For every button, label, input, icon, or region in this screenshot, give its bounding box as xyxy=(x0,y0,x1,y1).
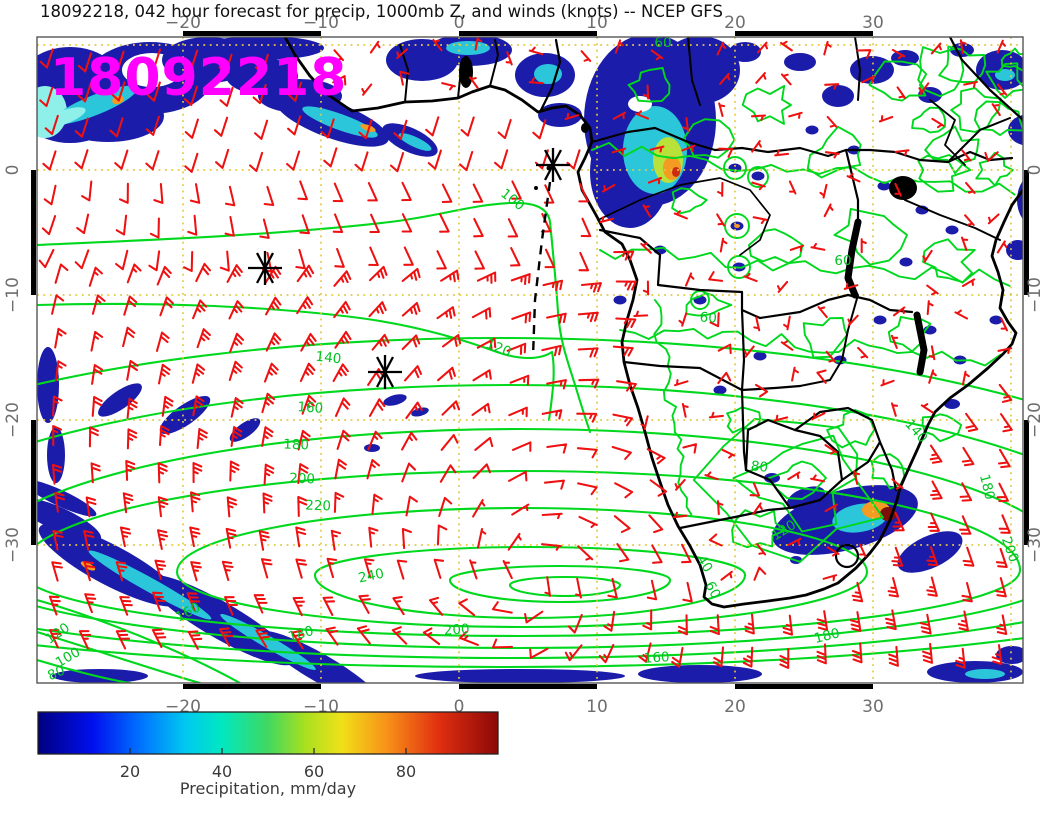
asterisk-marker xyxy=(368,355,402,389)
contour-label: 60 xyxy=(701,579,723,602)
contour-label: 220 xyxy=(305,498,331,515)
lat-tick-right: 0 xyxy=(1025,165,1045,176)
lat-tick-left: −30 xyxy=(3,527,23,563)
contour-label: 200 xyxy=(443,621,470,639)
contour-label: 200 xyxy=(998,535,1022,565)
contour-label: 160 xyxy=(297,399,324,417)
asterisk-marker xyxy=(248,251,282,285)
lat-tick-left: 0 xyxy=(3,165,23,176)
contour-labels-layer: 100 120 140 160 180 200 220 240 200 160 180 180 200 1… xyxy=(43,35,1022,685)
figure-title: 18092218, 042 hour forecast for precip, … xyxy=(40,2,723,21)
contour-label: 120 xyxy=(484,336,514,360)
lon-tick-bottom: 30 xyxy=(862,697,884,717)
contour-label: 40 xyxy=(693,552,716,575)
contour-label: 240 xyxy=(357,566,386,587)
contour-label: 180 xyxy=(283,437,309,454)
contour-label: 60 xyxy=(699,309,717,326)
markers-layer xyxy=(248,148,570,389)
lon-tick-bottom: 10 xyxy=(586,697,608,717)
colorbar: Precipitation, mm/day 20 40 60 80 xyxy=(37,711,499,798)
wind-barbs-layer xyxy=(38,37,1013,669)
latlon-gridlines xyxy=(37,37,1023,683)
contour-label: 200 xyxy=(289,471,315,488)
lat-tick-left: −20 xyxy=(3,402,23,438)
contour-label: 140 xyxy=(901,416,930,446)
contour-label: 60 xyxy=(834,253,851,269)
lon-tick-top: 30 xyxy=(862,13,884,33)
colorbar-tick-label: 80 xyxy=(396,762,416,781)
contour-label: 180 xyxy=(976,473,998,502)
contour-label: 160 xyxy=(643,649,670,667)
lat-tick-right: −20 xyxy=(1025,402,1045,438)
colorbar-tick-label: 40 xyxy=(212,762,232,781)
asterisk-marker xyxy=(536,148,570,182)
colorbar-gradient xyxy=(37,711,499,755)
contour-label: 140 xyxy=(315,349,342,368)
lat-tick-right: −30 xyxy=(1025,527,1045,563)
lon-tick-top: −20 xyxy=(165,13,201,33)
dashed-track xyxy=(531,181,552,358)
contour-label: 80 xyxy=(750,458,769,476)
contour-label: 80 xyxy=(45,663,67,685)
lat-tick-left: −10 xyxy=(3,277,23,313)
colorbar-caption: Precipitation, mm/day xyxy=(180,779,356,798)
colorbar-tick-label: 60 xyxy=(304,762,324,781)
lon-tick-bottom: 0 xyxy=(454,697,465,717)
lon-tick-top: 10 xyxy=(586,13,608,33)
contour-label: 180 xyxy=(813,625,842,647)
contour-label: 120 xyxy=(43,620,73,648)
contour-label: 100 xyxy=(497,186,527,214)
lon-tick-top: 20 xyxy=(724,13,746,33)
run-timestamp-stamp: 18092218 xyxy=(50,48,347,108)
lon-tick-bottom: 20 xyxy=(724,697,746,717)
contour-label: 60 xyxy=(654,35,671,51)
lon-tick-top: 0 xyxy=(454,13,465,33)
contour-label: 180 xyxy=(286,623,315,645)
colorbar-tick-label: 20 xyxy=(120,762,140,781)
lat-tick-right: −10 xyxy=(1025,277,1045,313)
map-frame xyxy=(31,31,1029,689)
lon-tick-top: −10 xyxy=(303,13,339,33)
